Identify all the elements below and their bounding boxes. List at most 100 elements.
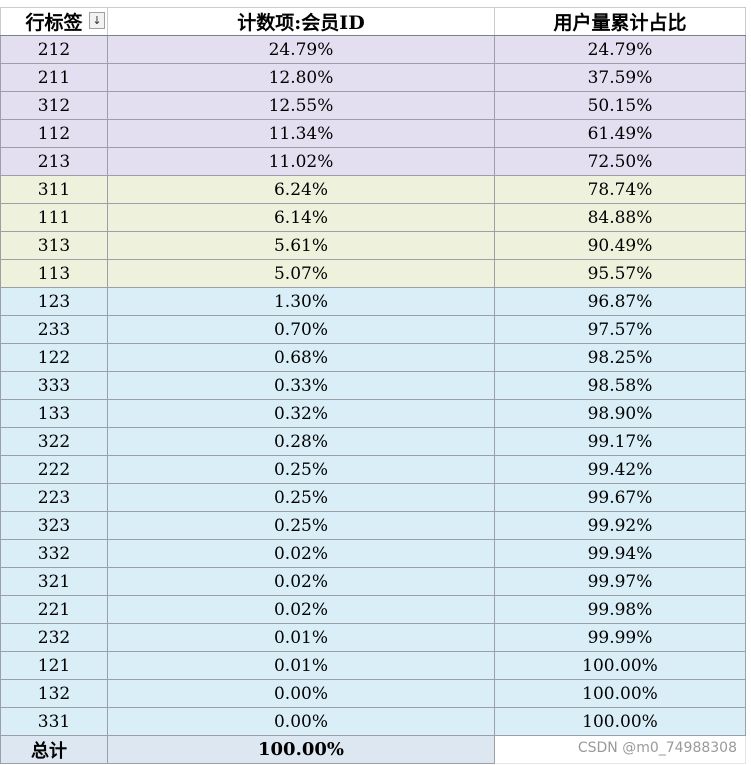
count-cell[interactable]: 6.24%	[107, 175, 495, 204]
table-row: 113 5.07% 95.57%	[0, 259, 746, 288]
row-label-cell[interactable]: 221	[0, 595, 108, 624]
cumulative-cell[interactable]: 99.99%	[494, 623, 746, 652]
cumulative-cell[interactable]: 99.97%	[494, 567, 746, 596]
count-cell[interactable]: 6.14%	[107, 203, 495, 232]
cumulative-cell[interactable]: 50.15%	[494, 91, 746, 120]
total-cumulative-blank[interactable]	[494, 735, 746, 764]
row-label-header-text: 行标签	[25, 12, 83, 34]
count-cell[interactable]: 0.00%	[107, 707, 495, 736]
cumulative-cell[interactable]: 24.79%	[494, 35, 746, 64]
table-row: 212 24.79% 24.79%	[0, 35, 746, 64]
row-label-cell[interactable]: 322	[0, 427, 108, 456]
count-cell[interactable]: 0.01%	[107, 623, 495, 652]
row-label-cell[interactable]: 333	[0, 371, 108, 400]
count-cell[interactable]: 0.02%	[107, 567, 495, 596]
count-cell[interactable]: 0.25%	[107, 511, 495, 540]
cumulative-cell[interactable]: 98.58%	[494, 371, 746, 400]
count-cell[interactable]: 0.33%	[107, 371, 495, 400]
cumulative-cell[interactable]: 72.50%	[494, 147, 746, 176]
cumulative-cell[interactable]: 99.42%	[494, 455, 746, 484]
row-label-cell[interactable]: 311	[0, 175, 108, 204]
row-label-cell[interactable]: 123	[0, 287, 108, 316]
table-row: 211 12.80% 37.59%	[0, 63, 746, 92]
cumulative-cell[interactable]: 99.17%	[494, 427, 746, 456]
count-cell[interactable]: 24.79%	[107, 35, 495, 64]
table-row: 321 0.02% 99.97%	[0, 567, 746, 596]
row-label-cell[interactable]: 132	[0, 679, 108, 708]
count-cell[interactable]: 0.01%	[107, 651, 495, 680]
count-cell[interactable]: 1.30%	[107, 287, 495, 316]
cumulative-cell[interactable]: 100.00%	[494, 679, 746, 708]
row-label-cell[interactable]: 232	[0, 623, 108, 652]
count-cell[interactable]: 0.28%	[107, 427, 495, 456]
cumulative-cell[interactable]: 100.00%	[494, 707, 746, 736]
row-label-cell[interactable]: 121	[0, 651, 108, 680]
table-row: 133 0.32% 98.90%	[0, 399, 746, 428]
total-label[interactable]: 总计	[0, 735, 108, 764]
cumulative-cell[interactable]: 100.00%	[494, 651, 746, 680]
count-cell[interactable]: 11.34%	[107, 119, 495, 148]
count-cell[interactable]: 5.07%	[107, 259, 495, 288]
total-count[interactable]: 100.00%	[107, 735, 495, 764]
row-label-cell[interactable]: 323	[0, 511, 108, 540]
table-row: 132 0.00% 100.00%	[0, 679, 746, 708]
cumulative-cell[interactable]: 97.57%	[494, 315, 746, 344]
cumulative-cell[interactable]: 90.49%	[494, 231, 746, 260]
table-row: 123 1.30% 96.87%	[0, 287, 746, 316]
count-cell[interactable]: 5.61%	[107, 231, 495, 260]
count-cell[interactable]: 0.00%	[107, 679, 495, 708]
cumulative-cell[interactable]: 99.94%	[494, 539, 746, 568]
table-row: 213 11.02% 72.50%	[0, 147, 746, 176]
table-row: 122 0.68% 98.25%	[0, 343, 746, 372]
cumulative-cell[interactable]: 96.87%	[494, 287, 746, 316]
row-label-cell[interactable]: 321	[0, 567, 108, 596]
row-label-cell[interactable]: 211	[0, 63, 108, 92]
count-cell[interactable]: 0.02%	[107, 539, 495, 568]
table-row: 111 6.14% 84.88%	[0, 203, 746, 232]
table-row: 322 0.28% 99.17%	[0, 427, 746, 456]
count-cell[interactable]: 0.25%	[107, 483, 495, 512]
cumulative-cell[interactable]: 95.57%	[494, 259, 746, 288]
row-label-cell[interactable]: 111	[0, 203, 108, 232]
row-label-cell[interactable]: 112	[0, 119, 108, 148]
row-label-cell[interactable]: 332	[0, 539, 108, 568]
table-row: 331 0.00% 100.00%	[0, 707, 746, 736]
cumulative-cell[interactable]: 61.49%	[494, 119, 746, 148]
cumulative-cell[interactable]: 99.98%	[494, 595, 746, 624]
cumulative-cell[interactable]: 37.59%	[494, 63, 746, 92]
cumulative-cell[interactable]: 98.25%	[494, 343, 746, 372]
count-cell[interactable]: 0.70%	[107, 315, 495, 344]
cumulative-header[interactable]: 用户量累计占比	[494, 7, 746, 36]
cumulative-cell[interactable]: 99.92%	[494, 511, 746, 540]
row-label-cell[interactable]: 313	[0, 231, 108, 260]
count-cell[interactable]: 0.32%	[107, 399, 495, 428]
count-header[interactable]: 计数项:会员ID	[107, 7, 495, 36]
table-body: 212 24.79% 24.79% 211 12.80% 37.59% 312 12.55% 5…	[0, 35, 746, 736]
pivot-table: 行标签 ↓ 计数项:会员ID 用户量累计占比 212 24.79% 24.79% 21…	[0, 7, 746, 764]
row-label-header[interactable]: 行标签 ↓	[0, 7, 108, 36]
sort-filter-icon[interactable]: ↓	[89, 12, 105, 29]
count-cell[interactable]: 0.02%	[107, 595, 495, 624]
table-row: 221 0.02% 99.98%	[0, 595, 746, 624]
cumulative-cell[interactable]: 78.74%	[494, 175, 746, 204]
cumulative-cell[interactable]: 99.67%	[494, 483, 746, 512]
row-label-cell[interactable]: 233	[0, 315, 108, 344]
count-cell[interactable]: 0.25%	[107, 455, 495, 484]
count-cell[interactable]: 12.55%	[107, 91, 495, 120]
header-row: 行标签 ↓ 计数项:会员ID 用户量累计占比	[0, 7, 746, 36]
cumulative-cell[interactable]: 98.90%	[494, 399, 746, 428]
cumulative-cell[interactable]: 84.88%	[494, 203, 746, 232]
row-label-cell[interactable]: 133	[0, 399, 108, 428]
row-label-cell[interactable]: 122	[0, 343, 108, 372]
count-cell[interactable]: 12.80%	[107, 63, 495, 92]
row-label-cell[interactable]: 113	[0, 259, 108, 288]
table-row: 333 0.33% 98.58%	[0, 371, 746, 400]
count-cell[interactable]: 0.68%	[107, 343, 495, 372]
row-label-cell[interactable]: 213	[0, 147, 108, 176]
row-label-cell[interactable]: 222	[0, 455, 108, 484]
row-label-cell[interactable]: 331	[0, 707, 108, 736]
count-cell[interactable]: 11.02%	[107, 147, 495, 176]
row-label-cell[interactable]: 223	[0, 483, 108, 512]
row-label-cell[interactable]: 312	[0, 91, 108, 120]
row-label-cell[interactable]: 212	[0, 35, 108, 64]
